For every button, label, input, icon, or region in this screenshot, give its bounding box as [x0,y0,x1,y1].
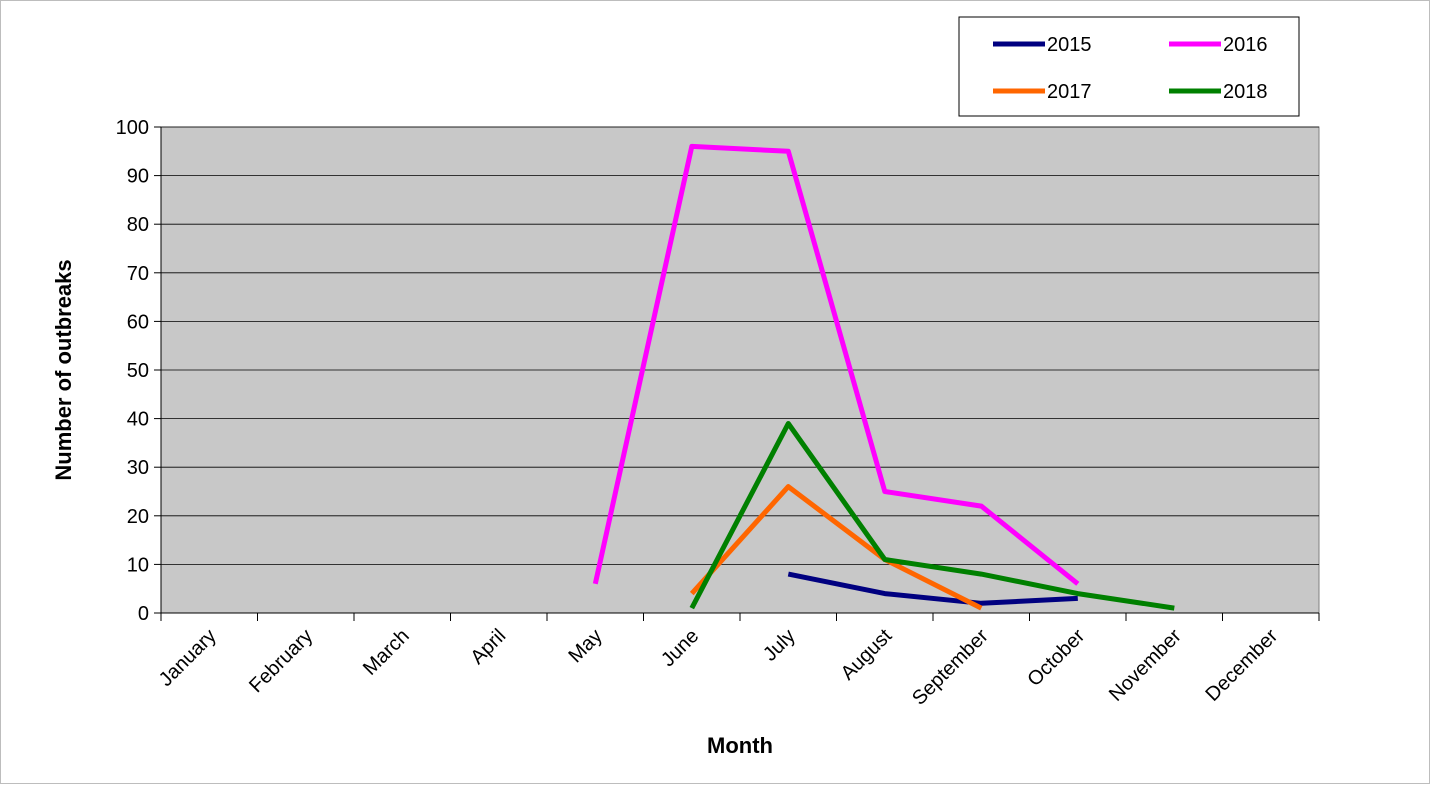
y-tick-label: 70 [127,263,149,285]
series-line-2017 [689,484,983,611]
y-tick-label: 50 [127,360,149,382]
x-tick-label: September [908,625,993,710]
legend-label-2018: 2018 [1223,81,1268,103]
x-axis-ticks: January February March April May June July Augu… [155,613,1320,710]
x-tick-label: January [155,625,221,691]
y-tick-label: 20 [127,506,149,528]
gridlines [161,126,1319,565]
y-tick-label: 40 [127,409,149,431]
x-axis-title: Month [707,733,773,758]
series-lines [592,143,1175,611]
x-tick-label: August [837,625,897,685]
legend-label-2016: 2016 [1223,34,1268,56]
x-tick-label: June [657,625,703,671]
x-tick-label: February [245,625,317,697]
y-axis-title: Number of outbreaks [51,259,76,480]
y-tick-label: 30 [127,457,149,479]
y-tick-label: 90 [127,166,149,188]
y-tick-label: 100 [116,117,149,139]
x-tick-label: April [466,625,510,669]
legend-box [958,16,1300,117]
x-tick-label: March [359,625,414,680]
y-tick-label: 0 [138,603,149,625]
series-line-2015 [787,571,1078,606]
y-tick-label: 80 [127,214,149,236]
x-tick-label: November [1105,625,1186,706]
y-tick-label: 60 [127,311,149,333]
y-axis-ticks: 0 10 20 30 40 50 60 70 80 90 100 [116,117,161,625]
legend-label-2017: 2017 [1047,81,1092,103]
legend: 2015 2016 2017 2018 [958,16,1300,117]
series-line-2018 [689,421,1175,611]
x-tick-label: October [1023,625,1089,691]
x-tick-label: May [565,625,607,667]
x-tick-label: December [1201,625,1282,706]
y-tick-label: 10 [127,554,149,576]
legend-label-2015: 2015 [1047,34,1092,56]
series-line-2016 [592,143,1080,586]
x-tick-label: July [759,625,800,666]
